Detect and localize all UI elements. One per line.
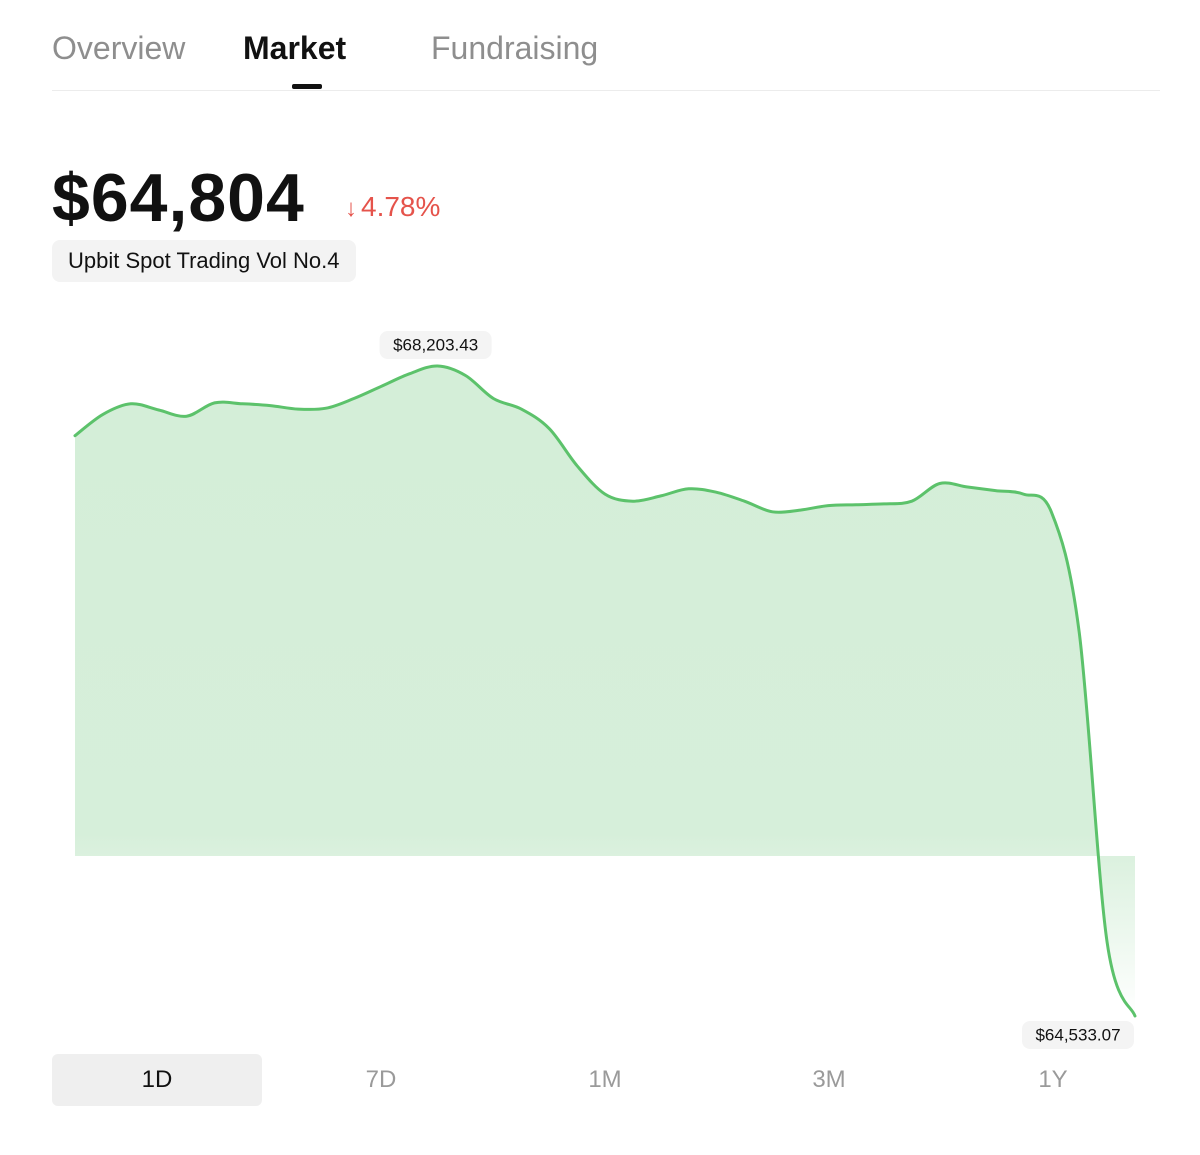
- svg-text:$68,203.43: $68,203.43: [393, 336, 478, 355]
- current-price: $64,804: [52, 160, 305, 236]
- tab-bar: Overview Market Fundraising: [52, 0, 1160, 91]
- range-button-1d[interactable]: 1D: [52, 1054, 262, 1106]
- price-line: [73, 364, 1137, 1018]
- arrow-down-icon: ↓: [345, 195, 357, 222]
- tab-overview[interactable]: Overview: [52, 30, 186, 66]
- price-chart: $68,203.43 $64,533.07: [73, 331, 1137, 1049]
- tab-market[interactable]: Market: [243, 30, 347, 66]
- range-button-3m[interactable]: 3M: [812, 1066, 846, 1093]
- max-price-label: $68,203.43: [379, 331, 492, 359]
- min-price-label: $64,533.07: [1022, 1021, 1134, 1049]
- range-button-1m[interactable]: 1M: [588, 1066, 622, 1093]
- tab-fundraising[interactable]: Fundraising: [431, 30, 599, 66]
- range-button-7d[interactable]: 7D: [365, 1066, 397, 1093]
- price-change: ↓ 4.78%: [345, 190, 440, 226]
- price-area-fill: [75, 365, 1135, 1016]
- rank-badge: Upbit Spot Trading Vol No.4: [52, 240, 356, 282]
- svg-text:$64,533.07: $64,533.07: [1035, 1026, 1120, 1045]
- active-tab-indicator: [292, 84, 322, 89]
- time-range-selector: 1D 7D 1M 3M 1Y: [52, 1054, 1160, 1106]
- range-button-1y[interactable]: 1Y: [1038, 1066, 1068, 1093]
- price-change-value: 4.78%: [361, 191, 441, 222]
